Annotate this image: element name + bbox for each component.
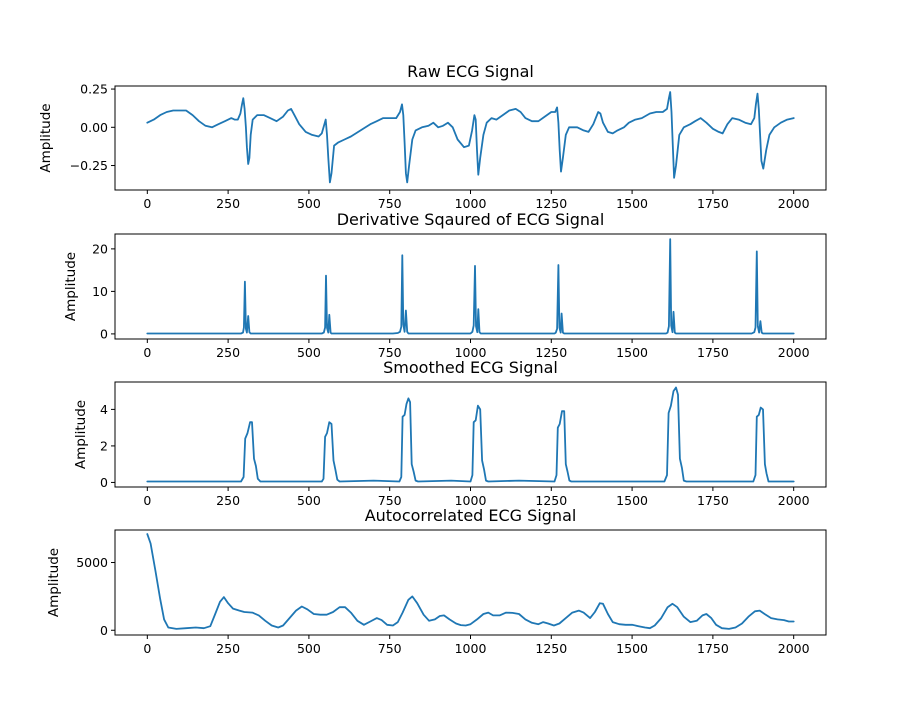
x-tick-label: 1000 — [455, 641, 487, 656]
x-tick-label: 500 — [297, 196, 321, 211]
y-tick-label: −0.25 — [70, 158, 108, 173]
x-tick-label: 500 — [297, 641, 321, 656]
x-tick-label: 1250 — [535, 345, 567, 360]
series-line — [146, 533, 795, 630]
x-tick-label: 750 — [378, 493, 402, 508]
x-tick-label: 0 — [143, 493, 151, 508]
subplot-autocorrelated-ecg: 0 250 500 750 1000 1250 1500 1750 2000 0 5000 Autoc… — [46, 506, 827, 656]
y-tick-label: 0.00 — [80, 120, 108, 135]
x-tick-label: 750 — [378, 196, 402, 211]
x-tick-label: 1250 — [535, 196, 567, 211]
x-tick-label: 2000 — [778, 345, 810, 360]
x-tick-label: 2000 — [778, 493, 810, 508]
x-tick-label: 1250 — [535, 641, 567, 656]
x-tick-label: 1750 — [697, 641, 729, 656]
x-tick-label: 250 — [216, 196, 240, 211]
axes-frame — [114, 233, 827, 340]
x-tick-label: 1500 — [616, 345, 648, 360]
x-tick-label: 500 — [297, 493, 321, 508]
y-tick-label: 0.25 — [80, 82, 108, 97]
x-tick-label: 0 — [143, 196, 151, 211]
y-tick-label: 20 — [92, 241, 108, 256]
y-tick-label: 5000 — [76, 555, 108, 570]
series-line — [146, 91, 795, 184]
x-tick-label: 750 — [378, 641, 402, 656]
x-tick-label: 1000 — [455, 196, 487, 211]
axes-frame — [114, 529, 827, 636]
x-tick-label: 1750 — [697, 345, 729, 360]
series-line — [146, 386, 795, 483]
chart-title: Autocorrelated ECG Signal — [365, 506, 577, 525]
y-tick-label: 0 — [100, 475, 108, 490]
x-tick-label: 2000 — [778, 641, 810, 656]
x-tick-label: 250 — [216, 641, 240, 656]
axes-frame — [114, 381, 827, 488]
y-tick-label: 0 — [100, 623, 108, 638]
chart-title: Smoothed ECG Signal — [383, 358, 558, 377]
x-tick-label: 2000 — [778, 196, 810, 211]
y-axis-label: Amplitude — [63, 252, 79, 321]
x-tick-label: 1500 — [616, 641, 648, 656]
series-line — [146, 238, 795, 335]
x-tick-label: 250 — [216, 493, 240, 508]
x-tick-label: 500 — [297, 345, 321, 360]
chart-title: Raw ECG Signal — [407, 62, 534, 81]
y-tick-label: 4 — [100, 402, 108, 417]
x-tick-label: 1000 — [455, 345, 487, 360]
x-tick-label: 1500 — [616, 196, 648, 211]
y-tick-label: 2 — [100, 438, 108, 453]
y-axis-label: Amplitude — [73, 400, 89, 469]
y-axis-label: Amplitude — [46, 548, 62, 617]
subplot-derivative-squared: 0 250 500 750 1000 1250 1500 1750 2000 0 10 20 Deriv… — [63, 210, 827, 360]
x-tick-label: 1000 — [455, 493, 487, 508]
x-tick-label: 1500 — [616, 493, 648, 508]
y-tick-label: 0 — [100, 326, 108, 341]
y-tick-label: 10 — [92, 284, 108, 299]
y-axis-label: Amplitude — [38, 103, 54, 172]
x-tick-label: 1250 — [535, 493, 567, 508]
subplot-raw-ecg: 0 250 500 750 1000 1250 1500 1750 2000 −0.25 0.00 0… — [38, 62, 827, 211]
x-tick-label: 1750 — [697, 196, 729, 211]
subplot-smoothed-ecg: 0 250 500 750 1000 1250 1500 1750 2000 0 2 4 Smoothe… — [73, 358, 827, 508]
chart-title: Derivative Sqaured of ECG Signal — [337, 210, 605, 229]
x-tick-label: 1750 — [697, 493, 729, 508]
x-tick-label: 0 — [143, 641, 151, 656]
x-tick-label: 250 — [216, 345, 240, 360]
x-tick-label: 0 — [143, 345, 151, 360]
x-tick-label: 750 — [378, 345, 402, 360]
